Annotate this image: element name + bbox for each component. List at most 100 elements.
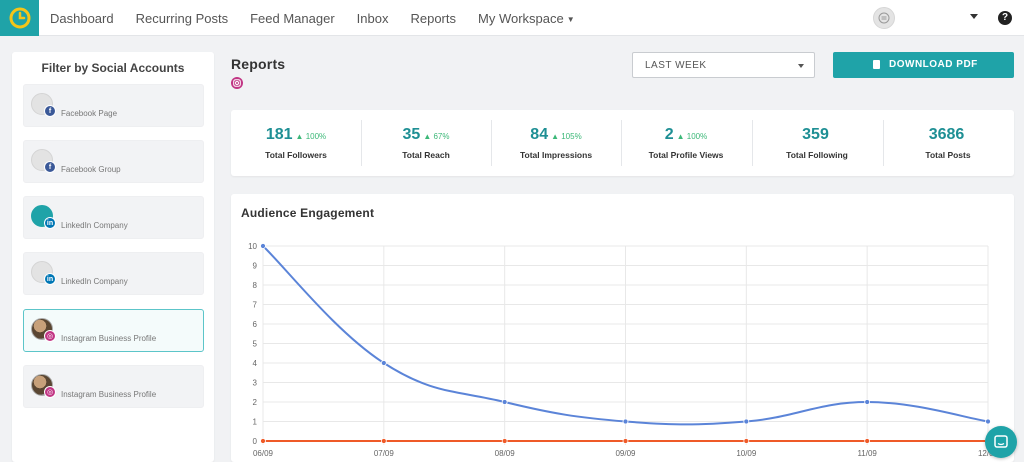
y-tick-label: 3 [253,379,258,388]
data-point [501,399,508,405]
data-point [260,438,266,444]
account-name: Facebook Page [61,109,118,118]
nav-reports[interactable]: Reports [410,10,456,26]
caret-down-icon [798,64,804,68]
stat-total-reach: 35 ▲ 67% Total Reach [361,110,491,176]
nav-feed-manager[interactable]: Feed Manager [250,10,335,26]
data-point [864,399,871,405]
x-tick-label: 08/09 [495,449,516,458]
data-point [622,438,629,444]
stat-total-posts: 3686 Total Posts [883,110,1013,176]
account-name: Instagram Business Profile [61,334,157,343]
account-name: LinkedIn Company [61,277,128,286]
stat-value: 181 [265,126,293,143]
account-card-linkedin-company[interactable]: in LinkedIn Company [23,196,204,239]
caret-down-icon: ▼ [566,14,575,24]
stat-total-profile-views: 2 ▲ 100% Total Profile Views [621,110,751,176]
linkedin-icon: in [44,273,56,285]
x-tick-label: 12/09 [978,449,999,458]
sidebar-title: Filter by Social Accounts [41,61,185,75]
audience-engagement-chart: 0 1 2 3 4 5 6 7 8 9 10 06/09 07/09 08/09 09/09 10/09 11/… [248,242,999,458]
y-tick-label: 10 [248,242,257,251]
data-point [743,418,750,425]
y-tick-label: 9 [253,262,258,271]
facebook-icon: f [44,105,56,117]
stat-label: Total Profile Views [648,150,724,160]
stat-change: ▲ 100% [295,132,327,141]
nav-recurring-posts[interactable]: Recurring Posts [135,10,229,26]
download-pdf-button[interactable]: DOWNLOAD PDF [833,52,1014,78]
data-point [260,243,266,249]
account-name: Facebook Group [61,165,121,174]
page-title: Reports [231,56,286,72]
account-name: LinkedIn Company [61,221,128,230]
stat-label: Total Followers [265,150,327,160]
x-tick-label: 11/09 [857,449,877,458]
account-dropdown-icon[interactable] [970,14,978,19]
data-point [501,438,508,444]
date-range-select[interactable]: LAST WEEK [632,52,815,78]
stat-change: ▲ 100% [676,132,708,141]
stats-summary: 181 ▲ 100% Total Followers 35 ▲ 67% Total … [231,110,1014,176]
y-tick-label: 8 [253,281,258,290]
nav-my-workspace[interactable]: My Workspace ▼ [478,11,575,26]
y-tick-label: 4 [253,359,258,368]
stat-value: 84 [530,126,549,143]
nav-inbox[interactable]: Inbox [356,10,389,26]
top-navbar: Dashboard Recurring Posts Feed Manager I… [0,0,1024,36]
data-point [864,438,871,444]
stat-total-impressions: 84 ▲ 105% Total Impressions [491,110,621,176]
stat-change: ▲ 105% [551,132,582,141]
account-card-instagram-business-2[interactable]: ◎ Instagram Business Profile [23,365,204,408]
nav-dashboard[interactable]: Dashboard [50,10,114,26]
stat-value: 359 [802,126,829,143]
y-tick-label: 2 [253,398,258,407]
help-icon[interactable]: ? [998,11,1012,25]
y-tick-label: 5 [253,340,258,349]
linkedin-icon: in [44,217,56,229]
stat-change: ▲ 67% [423,132,450,141]
account-card-linkedin-company-2[interactable]: in LinkedIn Company [23,252,204,295]
user-avatar[interactable] [873,7,895,29]
y-tick-label: 1 [253,418,258,427]
stat-label: Total Reach [402,150,450,160]
stat-label: Total Following [786,150,848,160]
account-card-facebook-group[interactable]: f Facebook Group [23,140,204,183]
chat-icon [994,435,1008,448]
app-logo[interactable] [0,0,39,36]
account-card-instagram-business[interactable]: ◎ Instagram Business Profile [23,309,204,352]
chart-title: Audience Engagement [241,206,375,220]
stat-label: Total Posts [925,150,971,160]
document-icon [873,60,880,69]
y-tick-label: 7 [253,301,258,310]
stat-label: Total Impressions [519,150,593,160]
download-pdf-label: DOWNLOAD PDF [889,59,978,70]
stat-value: 2 [664,126,674,143]
data-point [743,438,750,444]
y-tick-label: 0 [253,437,258,446]
x-tick-label: 06/09 [253,449,274,458]
account-card-facebook-page[interactable]: f Facebook Page [23,84,204,127]
user-placeholder-icon [878,12,890,24]
instagram-icon: ◎ [44,330,56,342]
stat-value: 3686 [928,126,965,143]
data-point [985,418,991,425]
nav-my-workspace-label: My Workspace [478,10,564,26]
instagram-icon [231,77,243,89]
x-tick-label: 07/09 [374,449,395,458]
social-accounts-filter: Filter by Social Accounts f Facebook Pag… [12,52,214,462]
data-point [380,438,387,444]
x-tick-label: 09/09 [615,449,636,458]
stat-value: 35 [402,126,421,143]
account-name: Instagram Business Profile [61,390,157,399]
x-tick-label: 10/09 [736,449,757,458]
stat-total-followers: 181 ▲ 100% Total Followers [231,110,361,176]
date-range-value: LAST WEEK [645,60,707,71]
audience-engagement-card: Audience Engagement 0 1 2 3 4 5 6 7 8 9 10 06/09 07/… [231,194,1014,462]
data-point [622,418,629,425]
y-tick-label: 6 [253,320,258,329]
facebook-icon: f [44,161,56,173]
stat-total-following: 359 Total Following [752,110,882,176]
data-point [380,360,387,366]
chat-button[interactable] [985,426,1017,458]
